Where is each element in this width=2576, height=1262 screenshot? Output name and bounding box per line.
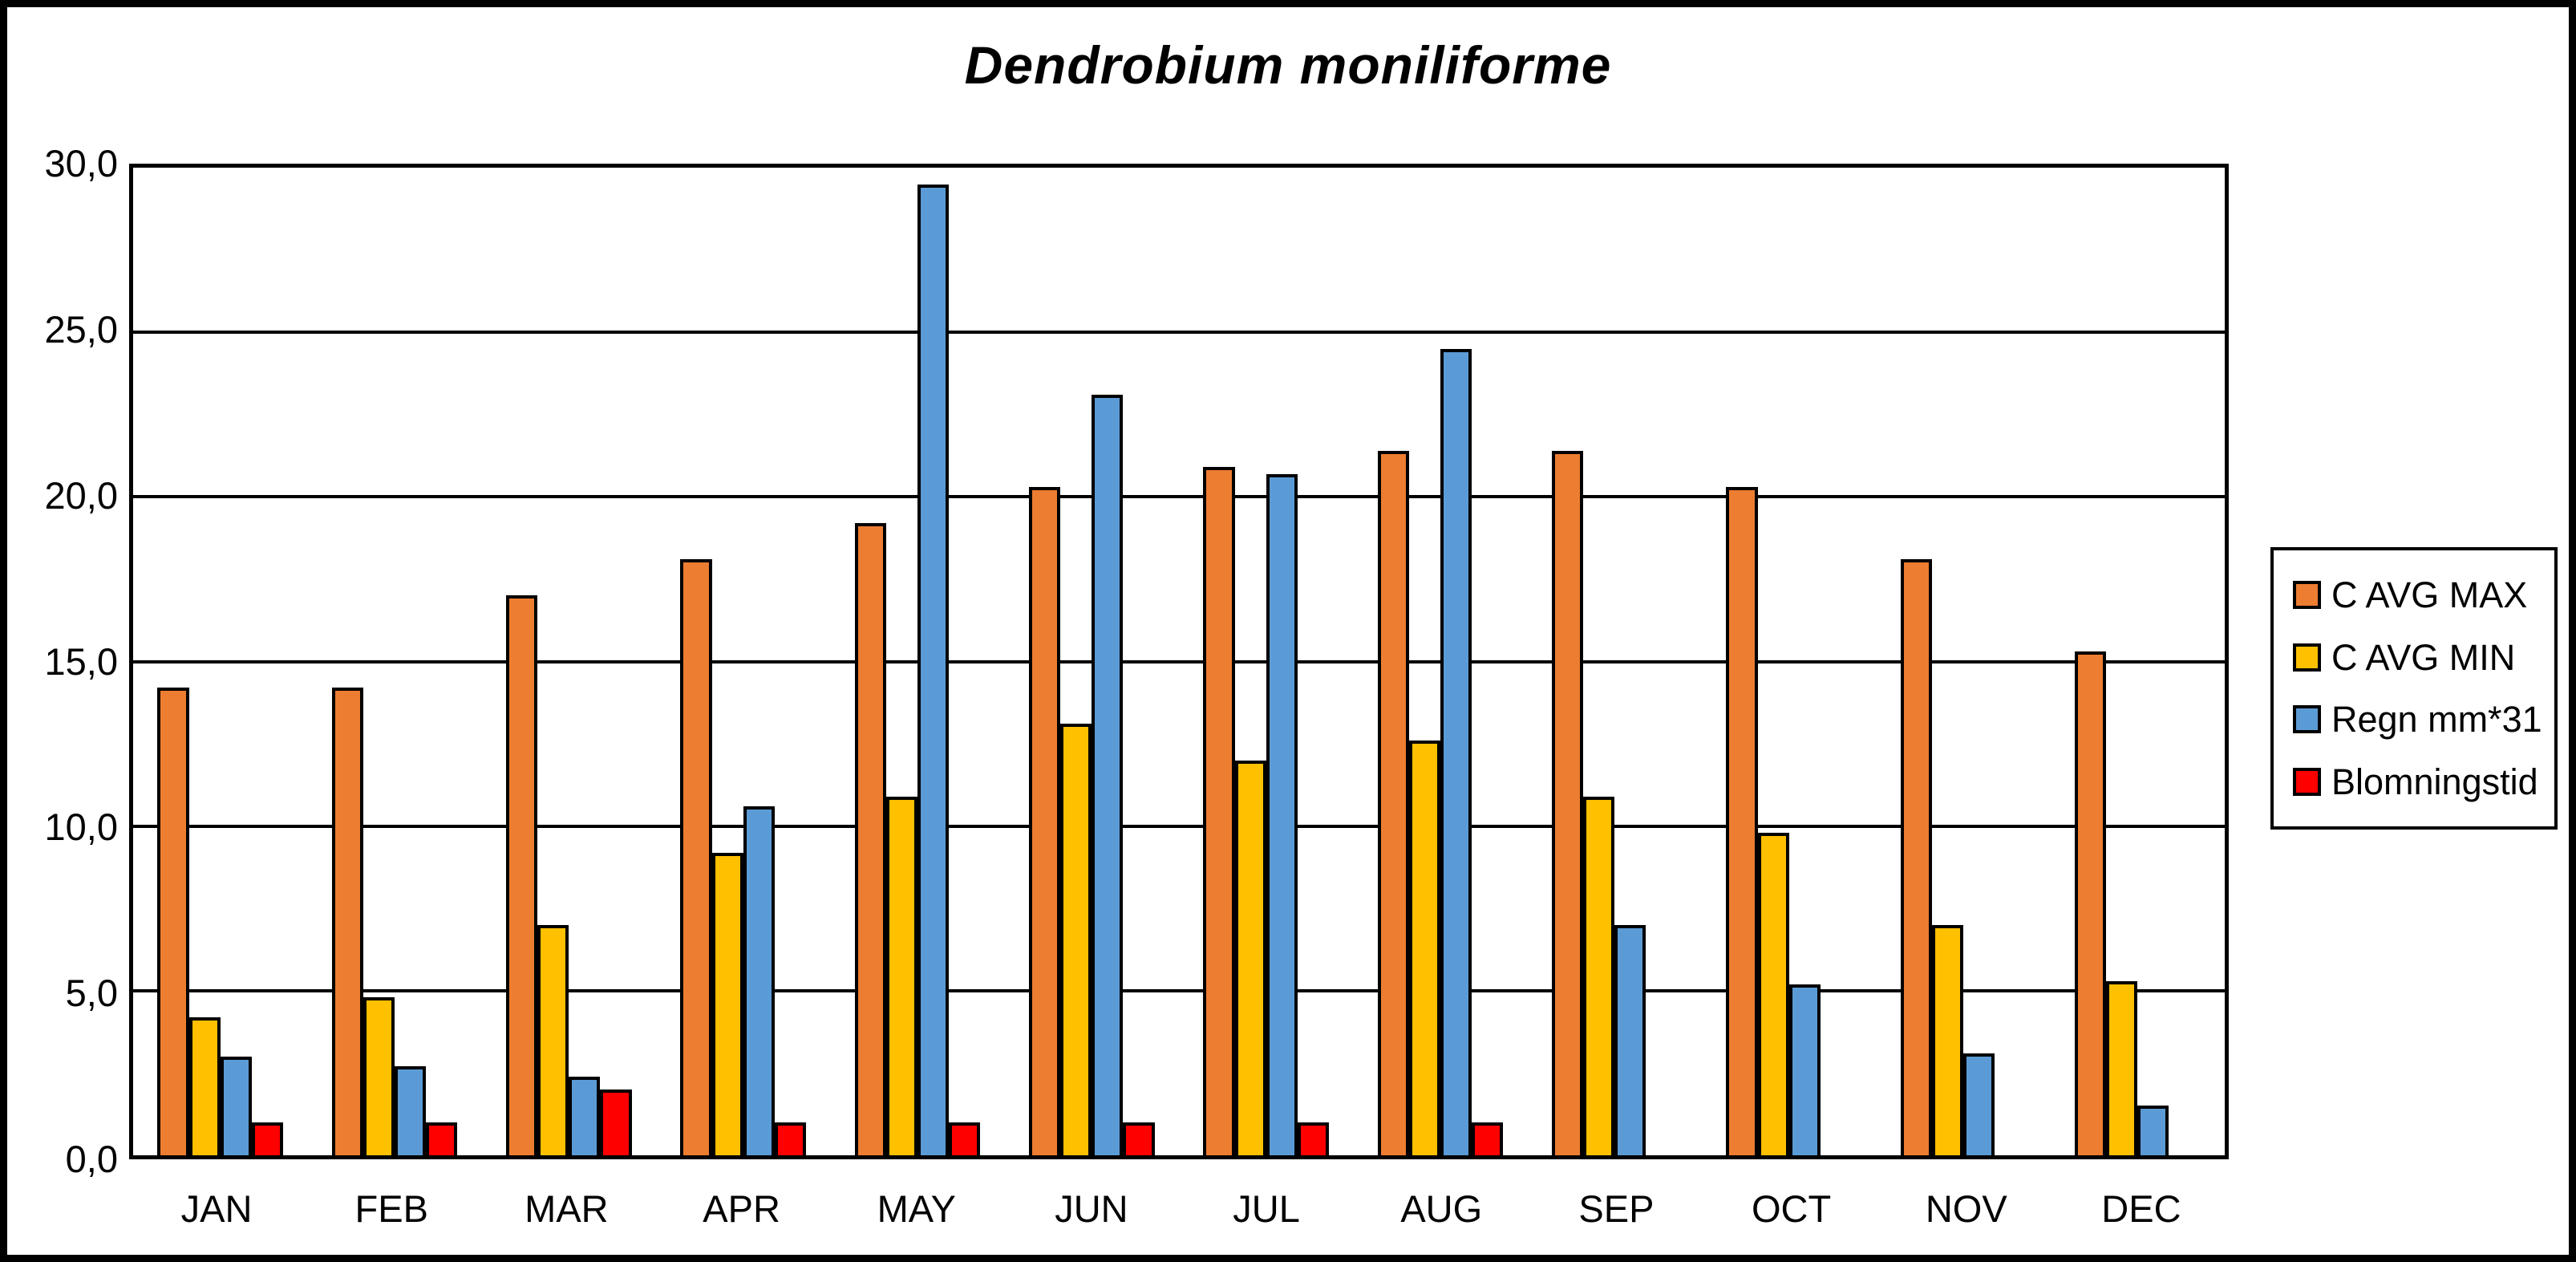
bar-c-avg-min-mar [537,924,569,1155]
x-tick-label-sep: SEP [1578,1187,1655,1230]
y-tick-label-0-0: 0,0 [65,1138,118,1180]
y-axis-labels: 30,0 25,0 20,0 15,0 10,0 5,0 0,0 [7,142,118,1180]
legend-swatch-blomningstid [2293,768,2321,797]
bar-regn-mm-31-jun [1092,395,1124,1155]
y-tick-label-25-0: 25,0 [44,307,118,351]
bar-c-avg-min-feb [363,997,395,1155]
bar-c-avg-max-oct [1726,487,1758,1155]
y-tick-label-15-0: 15,0 [44,639,118,683]
bar-regn-mm-31-jul [1266,473,1298,1155]
y-tick-label-5-0: 5,0 [65,972,118,1015]
x-tick-label-aug: AUG [1400,1187,1483,1230]
bar-c-avg-max-sep [1552,450,1584,1155]
bar-regn-mm-31-jan [220,1056,252,1155]
gridline-25,0 [133,331,2225,335]
gridline-5,0 [133,988,2225,992]
month-group-dec [2051,168,2225,1155]
bar-c-avg-max-feb [331,688,363,1155]
month-group-nov [1876,168,2050,1155]
legend-label-regn-mm-31: Regn mm*31 [2331,699,2542,741]
bar-c-avg-max-dec [2075,651,2107,1155]
bar-c-avg-max-mar [506,595,538,1155]
bar-c-avg-max-jan [157,688,189,1155]
bar-blomningstid-aug [1472,1122,1504,1155]
month-group-oct [1702,168,1876,1155]
bar-regn-mm-31-apr [743,806,775,1155]
bar-groups [133,168,2225,1155]
bar-blomningstid-mar [600,1089,632,1155]
month-group-may [830,168,1004,1155]
legend-item-c-avg-min: C AVG MIN [2293,639,2554,676]
x-tick-label-jun: JUN [1055,1187,1128,1230]
bar-c-avg-min-sep [1583,796,1615,1155]
y-tick-label-30-0: 30,0 [44,142,118,185]
month-group-jun [1005,168,1179,1155]
x-tick-label-mar: MAR [525,1187,609,1230]
y-tick-label-20-0: 20,0 [44,473,118,517]
x-tick-label-jan: JAN [180,1187,253,1230]
bar-c-avg-max-nov [1900,559,1932,1155]
bar-c-avg-min-jan [188,1016,221,1155]
bar-blomningstid-jun [1123,1122,1155,1155]
x-tick-label-feb: FEB [354,1187,428,1230]
bar-regn-mm-31-oct [1788,984,1821,1155]
month-group-jul [1179,168,1353,1155]
x-tick-label-dec: DEC [2101,1187,2181,1230]
month-group-feb [307,168,481,1155]
legend-label-blomningstid: Blomningstid [2331,761,2538,803]
bar-c-avg-max-jul [1203,467,1235,1155]
bar-blomningstid-may [949,1122,981,1155]
month-group-apr [656,168,830,1155]
legend: C AVG MAX C AVG MIN Regn mm*31 Blomningstid [2270,547,2558,830]
x-tick-label-may: MAY [877,1187,956,1230]
bar-c-avg-min-apr [711,852,743,1155]
month-group-aug [1353,168,1527,1155]
month-group-jan [133,168,307,1155]
bar-c-avg-max-jun [1029,487,1061,1155]
bar-c-avg-min-oct [1757,832,1789,1155]
plot-area [129,164,2229,1159]
gridline-15,0 [133,659,2225,663]
bar-regn-mm-31-mar [569,1076,601,1155]
bar-c-avg-max-aug [1377,450,1409,1155]
bar-regn-mm-31-nov [1962,1053,1995,1155]
bar-blomningstid-jan [251,1122,283,1155]
legend-item-c-avg-max: C AVG MAX [2293,577,2554,613]
legend-item-blomningstid: Blomningstid [2293,764,2554,800]
bar-c-avg-max-apr [680,559,712,1155]
x-tick-label-apr: APR [703,1187,780,1230]
bar-c-avg-min-jun [1060,724,1092,1155]
bar-c-avg-max-may [854,523,886,1155]
x-axis-labels: JAN FEB MAR APR MAY JUN JUL AUG SEP OCT NOV DEC [129,1187,2229,1243]
bar-blomningstid-apr [774,1122,806,1155]
bar-c-avg-min-nov [1931,924,1963,1155]
gridline-20,0 [133,495,2225,499]
bar-c-avg-min-jul [1234,760,1266,1155]
month-group-sep [1528,168,1702,1155]
chart-title: Dendrobium moniliforme [964,35,1612,95]
legend-swatch-regn-mm-31 [2293,705,2321,734]
bar-regn-mm-31-sep [1614,924,1646,1155]
x-tick-label-oct: OCT [1751,1187,1832,1230]
x-tick-label-jul: JUL [1233,1187,1300,1230]
bar-c-avg-min-may [885,796,917,1155]
legend-swatch-c-avg-min [2293,643,2321,672]
y-tick-label-10-0: 10,0 [44,805,118,849]
bar-c-avg-min-aug [1408,740,1440,1155]
legend-swatch-c-avg-max [2293,580,2321,609]
gridline-10,0 [133,824,2225,828]
legend-label-c-avg-max: C AVG MAX [2331,574,2528,615]
bar-regn-mm-31-aug [1440,348,1472,1155]
month-group-mar [482,168,656,1155]
bar-c-avg-min-dec [2106,980,2138,1155]
x-tick-label-nov: NOV [1925,1187,2007,1230]
bar-regn-mm-31-may [917,184,950,1155]
legend-item-regn-mm-31: Regn mm*31 [2293,701,2554,737]
bar-regn-mm-31-feb [394,1066,427,1155]
bar-blomningstid-feb [426,1122,458,1155]
bar-blomningstid-jul [1297,1122,1329,1155]
bar-regn-mm-31-dec [2137,1106,2169,1155]
legend-label-c-avg-min: C AVG MIN [2331,636,2516,678]
